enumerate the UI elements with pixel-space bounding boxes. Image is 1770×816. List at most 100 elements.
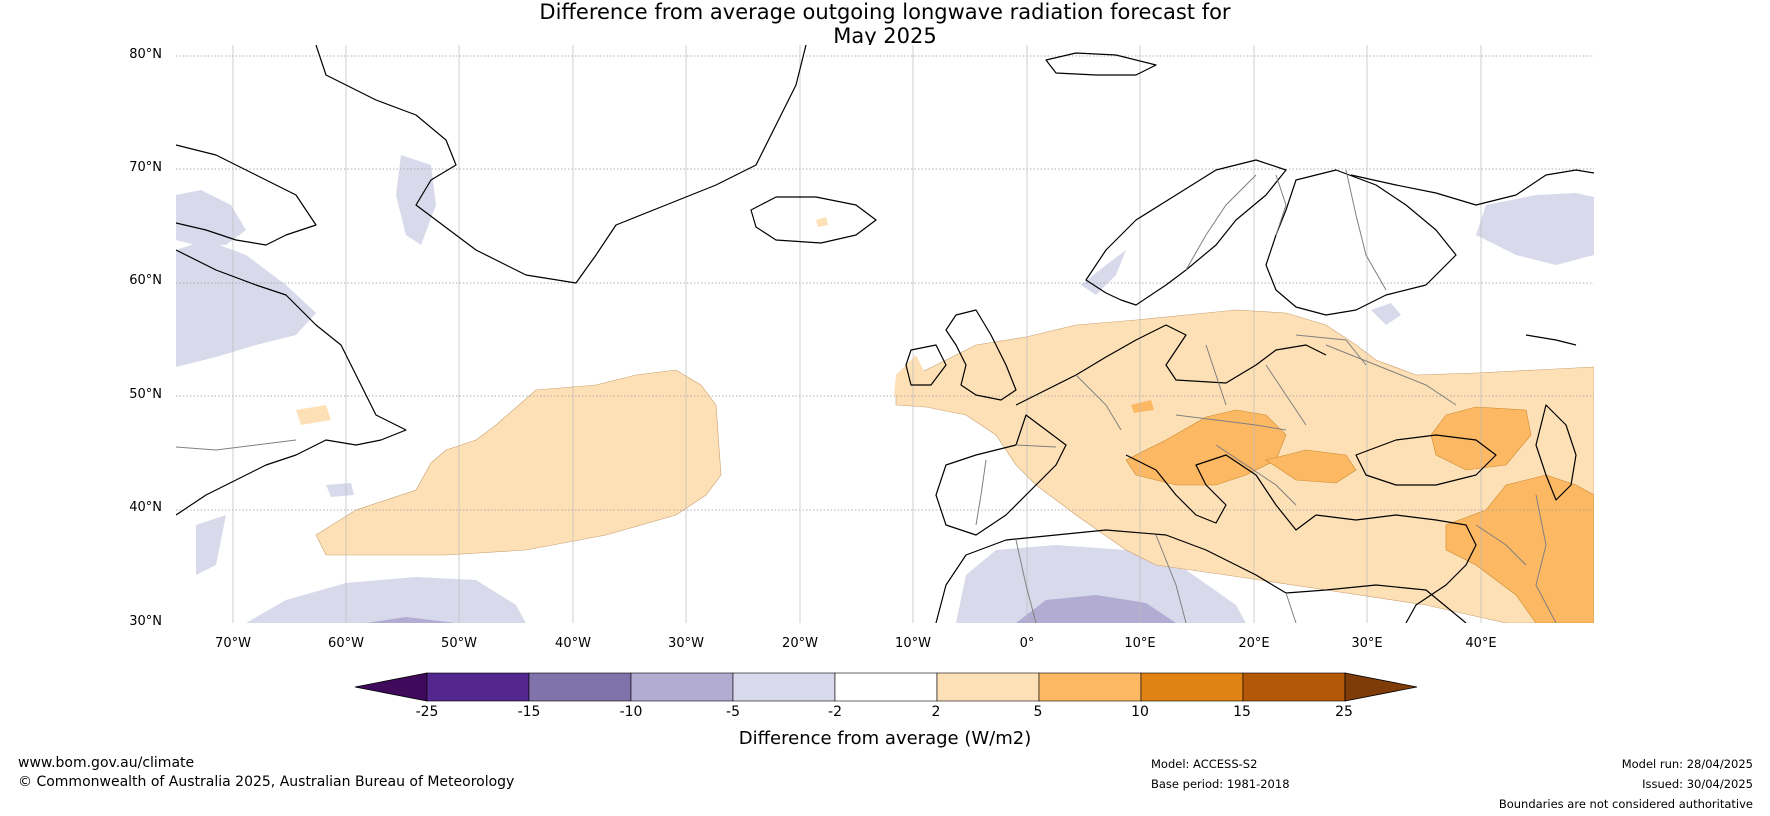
lon-label-0: 0° [1019,636,1035,651]
coast-scandinavia [1085,159,1287,306]
lon-label-10w: 10°W [895,636,931,651]
footer-issued: Issued: 30/04/2025 [1642,777,1753,791]
colorbar-tick-m15: -15 [517,704,541,720]
country-borders [176,169,1557,623]
anomaly-region-west-russia [1476,193,1594,265]
border-spain-portugal [975,459,987,526]
border-algeria-morocco [1015,539,1037,623]
border-poland-ukraine [1265,364,1307,426]
colorbar-tick-15: 15 [1233,704,1251,720]
lon-label-70w: 70°W [215,636,251,651]
coast-iceland [750,196,877,244]
coast-western-europe [1015,324,1327,406]
anomaly-region-ireland [894,355,926,395]
coast-svalbard [1045,52,1157,76]
coast-greenland [315,45,807,284]
anomaly-region-scandinavia [1081,250,1126,295]
colorbar-segment [834,672,938,702]
colorbar-extend-high [1344,672,1418,702]
border-belarus [1295,334,1367,366]
coast-uk [945,309,1017,401]
colorbar-segment [936,672,1040,702]
coast-iberia [935,414,1067,536]
coast-russia-east [1525,334,1577,346]
colorbar [354,672,1418,702]
colorbar-tick-5: 5 [1033,704,1043,720]
anomaly-region-middle-east [1445,474,1594,623]
anomaly-region-carpathian [1265,449,1357,484]
border-sweden-finland [1275,174,1287,236]
lon-label-30e: 30°E [1351,636,1383,651]
colorbar-segment [1242,672,1346,702]
lon-label-60w: 60°W [328,636,364,651]
footer-website: www.bom.gov.au/climate [18,755,195,771]
footer-copyright: © Commonwealth of Australia 2025, Austra… [18,774,515,790]
footer-model-run: Model run: 28/04/2025 [1621,757,1753,771]
border-libya [1155,534,1187,623]
lon-label-30w: 30°W [668,636,704,651]
border-egypt [1285,592,1297,623]
colorbar-segment [1038,672,1142,702]
anomaly-region-baffin [176,190,246,245]
colorbar-segment [630,672,734,702]
forecast-map [176,45,1594,623]
title-line-2: May 2025 [833,24,937,48]
colorbar-segment [528,672,632,702]
coastlines [176,45,1594,623]
anomaly-region-north-africa [956,545,1246,623]
map-title: Difference from average outgoing longwav… [0,0,1770,48]
coast-north-africa [935,529,1467,623]
colorbar-tick-m10: -10 [619,704,643,720]
colorbar-title: Difference from average (W/m2) [738,728,1032,749]
coast-black-sea [1355,434,1497,486]
lat-label-70n: 70°N [129,160,162,175]
anomaly-region-iceland-small [816,217,828,227]
coast-italy-balkans [1125,454,1317,531]
meridians [232,45,1482,623]
lat-label-60n: 60°N [129,273,162,288]
colorbar-segment [1140,672,1244,702]
border-russia-finland [1345,169,1387,291]
anomaly-region-finland-lake [1371,303,1401,325]
positive-anomaly-layer [296,217,1594,623]
border-iran [1535,494,1557,623]
strong-positive-anomaly-layer [1125,400,1594,623]
anomaly-region-newfoundland-small [196,515,226,575]
border-germany-poland [1205,344,1227,406]
lon-label-20e: 20°E [1238,636,1270,651]
colorbar-tick-m5: -5 [726,704,740,720]
anomaly-region-sahara-dark [1016,595,1176,623]
coast-ireland [905,344,947,386]
lat-label-80n: 80°N [129,47,162,62]
anomaly-region-mid-atlantic [315,369,722,556]
colorbar-tick-m25: -25 [415,704,439,720]
lon-label-10e: 10°E [1124,636,1156,651]
anomaly-region-newfoundland-orange [296,405,331,425]
coast-caspian [1535,404,1577,501]
lon-label-20w: 20°W [782,636,818,651]
footer-base-period: Base period: 1981-2018 [1151,777,1290,791]
footer-disclaimer: Boundaries are not considered authoritat… [1498,797,1753,811]
colorbar-tick-25: 25 [1335,704,1353,720]
footer-model: Model: ACCESS-S2 [1151,757,1258,771]
anomaly-region-north-atlantic-south [246,577,526,623]
colorbar-tick-10: 10 [1131,704,1149,720]
coast-russia-arctic [1350,169,1594,206]
anomaly-region-labrador-sea [176,240,316,367]
border-balkans [1215,444,1297,506]
lat-label-50n: 50°N [129,387,162,402]
colorbar-tick-m2: -2 [828,704,842,720]
coast-baffin-island [176,144,317,246]
border-ukraine-russia [1325,344,1457,406]
lat-label-40n: 40°N [129,500,162,515]
coast-finland-baltic [1265,169,1457,316]
border-turkey-east [1475,524,1527,566]
colorbar-segment [426,672,530,702]
anomaly-region-atlantic-dark [366,617,456,623]
anomaly-region-mid-atlantic-small [326,483,354,497]
colorbar-extend-low [354,672,428,702]
coast-labrador [176,249,407,516]
colorbar-tick-2: 2 [931,704,941,720]
border-spain-france [1015,444,1057,448]
border-austria-hungary [1175,414,1287,431]
